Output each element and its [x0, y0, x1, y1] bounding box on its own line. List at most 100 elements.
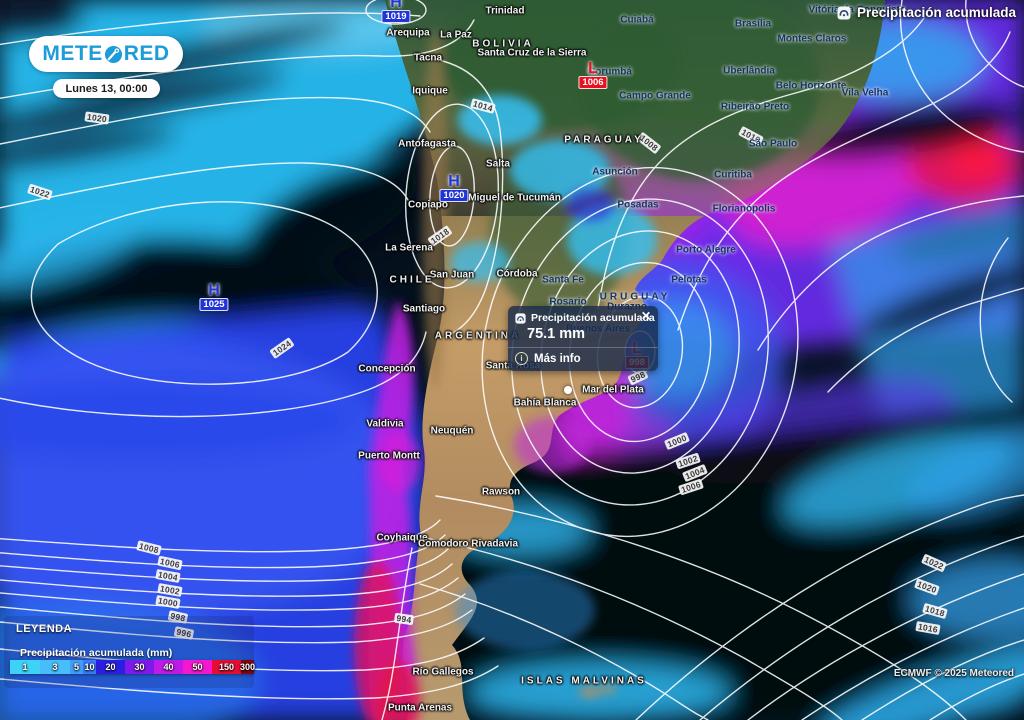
- more-info-button[interactable]: i Más info: [508, 348, 658, 371]
- city-label: Posadas: [617, 199, 659, 211]
- city-label: Belo Horizonte: [775, 80, 847, 92]
- info-icon: i: [515, 352, 528, 365]
- city-label: Copiapó: [408, 199, 448, 211]
- legend-stop-value: 10: [84, 662, 95, 672]
- pressure-letter: H: [208, 282, 220, 299]
- meteored-logo[interactable]: METE RED: [29, 36, 183, 72]
- city-label: Trinidad: [485, 5, 525, 17]
- pressure-high-marker: H 1020: [439, 173, 469, 202]
- country-label: URUGUAY: [599, 291, 671, 303]
- city-label: Asunción: [592, 166, 638, 178]
- city-label: São Paulo: [748, 138, 798, 150]
- tooltip-value: 75.1 mm: [527, 326, 586, 342]
- city-label: Concepción: [358, 363, 416, 375]
- city-label: Córdoba: [496, 268, 538, 280]
- city-label: Antofagasta: [398, 138, 456, 150]
- city-label: Curitiba: [714, 169, 752, 181]
- more-info-label: Más info: [534, 352, 581, 365]
- country-label: CHILE: [389, 274, 435, 286]
- city-label: Vila Velha: [841, 87, 889, 99]
- legend-stop: 150: [212, 660, 241, 674]
- isobar-label: 1020: [913, 578, 941, 596]
- close-icon[interactable]: ✕: [640, 309, 651, 323]
- legend-stop: 1: [10, 660, 40, 674]
- city-label: Neuquén: [430, 425, 474, 437]
- legend-stop: 50: [183, 660, 212, 674]
- city-label: Corumbá: [588, 66, 632, 78]
- legend-stop-value: 150: [218, 662, 235, 672]
- city-label: Comodoro Rivadavia: [417, 538, 519, 550]
- city-label: Punta Arenas: [387, 702, 453, 714]
- isobar-label: 1018: [922, 602, 948, 620]
- city-label: Uberlândia: [723, 65, 775, 77]
- legend-stop-value: 40: [163, 662, 174, 672]
- city-label: Rawson: [481, 486, 521, 498]
- legend-scale-label: Precipitación acumulada (mm): [20, 647, 173, 659]
- country-label: ARGENTINA: [434, 330, 522, 342]
- pressure-value: 1006: [578, 76, 608, 89]
- tooltip-divider: [508, 347, 658, 348]
- legend-panel: LEYENDA Precipitación acumulada (mm) 1 3 5…: [4, 616, 256, 688]
- city-label: Rosario: [549, 296, 587, 308]
- legend-stop-value: 1: [22, 662, 28, 672]
- layer-control[interactable]: Precipitación acumulada: [837, 5, 1016, 20]
- pressure-high-marker: H 1019: [381, 0, 411, 23]
- meteored-compass-icon: [104, 45, 122, 63]
- pressure-letter: H: [448, 173, 460, 190]
- pressure-letter: L: [588, 60, 598, 77]
- legend-stop: 300: [239, 660, 256, 674]
- logo-text-left: METE: [42, 42, 103, 65]
- map-tooltip: Precipitación acumulada ✕ 75.1 mm i Más …: [508, 306, 658, 371]
- precipitation-gauge-icon: [837, 6, 851, 19]
- city-label: Pelotas: [671, 274, 707, 286]
- isobar-label: 1022: [920, 553, 948, 573]
- isobar-label: 1008: [136, 540, 162, 556]
- legend-stop: 3: [40, 660, 70, 674]
- city-label: Arequipa: [386, 27, 430, 39]
- city-label: La Paz: [440, 29, 472, 41]
- isobar-label: 1014: [470, 98, 496, 114]
- pressure-letter: H: [390, 0, 402, 11]
- precipitation-gauge-icon: [515, 312, 526, 324]
- isobar-label: 1020: [84, 111, 110, 125]
- city-label: La Serena: [385, 242, 433, 254]
- isobar-label: 1022: [26, 183, 54, 201]
- city-label: Cuiabá: [620, 14, 654, 26]
- tooltip-header: Precipitación acumulada: [508, 306, 658, 324]
- pressure-value: 1025: [199, 298, 229, 311]
- isobar-label: 1006: [157, 555, 183, 571]
- country-label: ISLAS MALVINAS: [521, 675, 647, 687]
- legend-stop-value: 30: [134, 662, 145, 672]
- city-label: Mar del Plata: [582, 384, 644, 396]
- pressure-value: 1020: [439, 189, 469, 202]
- legend-stop: 30: [125, 660, 154, 674]
- city-label: Valdivia: [366, 418, 404, 430]
- legend-stop-value: 3: [52, 662, 58, 672]
- city-label: Santiago: [402, 303, 446, 315]
- legend-stop-value: 50: [192, 662, 203, 672]
- country-label: BOLIVIA: [472, 38, 534, 50]
- city-label: Río Gallegos: [412, 666, 474, 678]
- legend-stop: 5: [70, 660, 83, 674]
- city-label: Santa Cruz de la Sierra: [477, 47, 587, 59]
- city-label: San Miguel de Tucumán: [447, 192, 561, 204]
- selected-point-marker[interactable]: [564, 386, 572, 394]
- city-label: Puerto Montt: [358, 450, 420, 462]
- legend-stop-value: 20: [105, 662, 116, 672]
- legend-title: LEYENDA: [16, 623, 73, 635]
- city-label: Ribeirão Preto: [720, 101, 790, 113]
- isobar-label: 1004: [155, 568, 181, 584]
- city-label: Bahía Blanca: [513, 397, 577, 409]
- isobar-label: 1024: [269, 336, 295, 360]
- city-label: San Juan: [429, 269, 475, 281]
- city-label: Iquique: [412, 85, 448, 97]
- legend-stop: 20: [96, 660, 125, 674]
- legend-stop-value: 300: [239, 662, 256, 672]
- timestamp-chip: Lunes 13, 00:00: [53, 79, 160, 98]
- city-label: Tacna: [413, 52, 443, 64]
- legend-stop-value: 5: [73, 662, 79, 672]
- city-label: Coyhaique: [376, 532, 428, 544]
